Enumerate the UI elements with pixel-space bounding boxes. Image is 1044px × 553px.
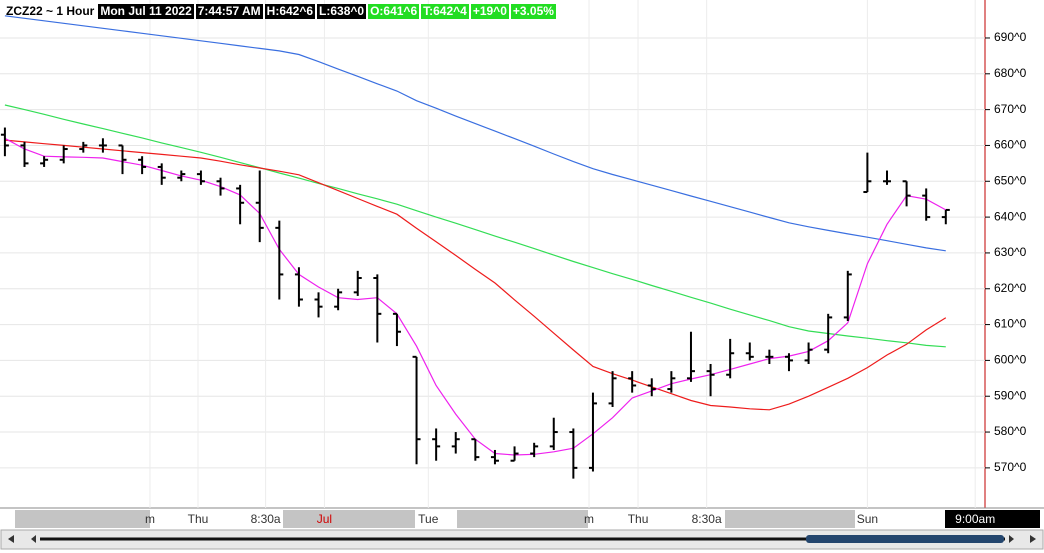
header-stat: 7:44:57 AM	[195, 4, 263, 19]
header-stat: T:642^4	[421, 4, 469, 19]
symbol-label: ZCZ22 ~ 1 Hour	[6, 4, 95, 18]
y-tick-label: 690^0	[994, 30, 1027, 44]
x-tick-label: 9:00am	[955, 512, 995, 526]
y-tick-label: 610^0	[994, 317, 1027, 331]
y-tick-label: 640^0	[994, 209, 1027, 223]
moving-average-line	[4, 139, 947, 411]
x-tick-label: Sun	[857, 512, 878, 526]
x-tick-label: m	[145, 512, 155, 526]
header-stat: L:638^0	[317, 4, 367, 19]
scroll-right-step[interactable]	[1009, 535, 1014, 543]
scroll-left[interactable]	[8, 535, 14, 543]
x-tick-label: Thu	[628, 512, 649, 526]
scroll-thumb[interactable]	[806, 535, 1004, 543]
x-tick-label: Tue	[418, 512, 439, 526]
moving-average-line	[4, 15, 946, 252]
y-tick-label: 660^0	[994, 138, 1027, 152]
y-tick-label: 630^0	[994, 245, 1027, 259]
x-tick-label: 8:30a	[692, 512, 722, 526]
header-stat: O:641^6	[368, 4, 420, 19]
y-tick-label: 570^0	[994, 460, 1027, 474]
x-tick-label: Thu	[188, 512, 209, 526]
header: ZCZ22 ~ 1 Hour Mon Jul 11 2022 7:44:57 AM H…	[4, 4, 556, 19]
session-band	[457, 510, 588, 528]
x-tick-label: Jul	[317, 512, 332, 526]
session-band	[15, 510, 150, 528]
current-time-box	[945, 510, 1040, 528]
header-stat: +19^0	[470, 4, 509, 19]
x-tick-label: m	[584, 512, 594, 526]
y-tick-label: 670^0	[994, 102, 1027, 116]
session-band	[725, 510, 855, 528]
moving-average-line	[4, 104, 946, 348]
y-tick-label: 650^0	[994, 173, 1027, 187]
y-tick-label: 580^0	[994, 424, 1027, 438]
scroll-left-step[interactable]	[31, 535, 36, 543]
y-tick-label: 620^0	[994, 281, 1027, 295]
y-tick-label: 600^0	[994, 353, 1027, 367]
header-stat: +3.05%	[510, 4, 556, 19]
header-stat: Mon Jul 11 2022	[98, 4, 194, 19]
header-stat: H:642^6	[264, 4, 316, 19]
scroll-right[interactable]	[1030, 535, 1036, 543]
y-tick-label: 590^0	[994, 388, 1027, 402]
y-tick-label: 680^0	[994, 66, 1027, 80]
session-band	[283, 510, 415, 528]
x-tick-label: 8:30a	[251, 512, 281, 526]
